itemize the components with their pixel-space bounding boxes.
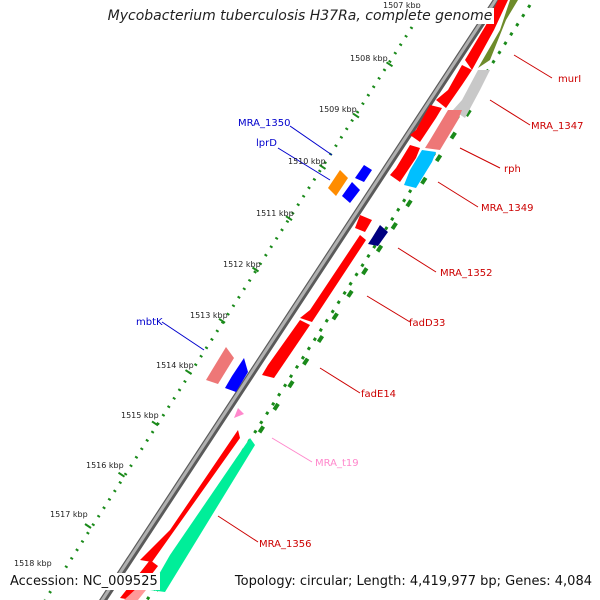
ruler-label: 1515 kbp (121, 411, 159, 420)
gene-MRA_1350 (355, 165, 372, 182)
map-title: Mycobacterium tuberculosis H37Ra, comple… (0, 8, 600, 24)
gene-red-3 (410, 105, 442, 142)
ruler-label: 1514 kbp (156, 361, 194, 370)
gene-MRA_1356-green (150, 438, 255, 592)
ruler-tick (352, 112, 360, 119)
ruler-label: 1510 kbp (288, 157, 326, 166)
gene-label-MRA_1356: MRA_1356 (259, 539, 311, 550)
ruler-label: 1511 kbp (256, 209, 294, 218)
gene-MRA_1352 (368, 225, 388, 246)
gene-lprD-orange (328, 170, 348, 196)
forward-strand-genes (120, 0, 518, 600)
ruler-label: 1507 kbp (383, 1, 421, 10)
backbone (100, 0, 498, 600)
gene-mbtK (225, 358, 248, 392)
gene-label-MRA_1352: MRA_1352 (440, 268, 492, 279)
gene-labels: murI MRA_1347 rph MRA_1349 MRA_1352 fadD… (136, 74, 583, 550)
ruler-label: 1509 kbp (319, 105, 357, 114)
gene-pink-left (206, 347, 234, 384)
ruler-labels: 1507 kbp 1508 kbp 1509 kbp 1510 kbp 1511… (14, 1, 421, 568)
gene-label-murI: murI (558, 74, 581, 85)
gene-rph (425, 110, 462, 150)
ruler-label: 1508 kbp (350, 54, 388, 63)
ruler-label: 1516 kbp (86, 461, 124, 470)
gene-murI (478, 0, 518, 68)
gene-label-fadD33: fadD33 (409, 318, 445, 329)
gene-label-MRA_1347: MRA_1347 (531, 121, 583, 132)
gene-label-rph: rph (504, 164, 521, 175)
gene-small-red (355, 215, 372, 232)
gene-fadE14 (262, 320, 310, 378)
ruler-tick (151, 420, 159, 427)
outer-dotted-track (43, 26, 414, 600)
topology-label: Topology: circular; Length: 4,419,977 bp… (232, 573, 594, 590)
gene-red-4 (390, 145, 420, 182)
gene-red-2 (436, 65, 472, 108)
gene-label-fadE14: fadE14 (361, 389, 396, 400)
ruler (50, 10, 427, 581)
gene-red-top (465, 0, 508, 70)
inner-dotted-track (145, 4, 532, 600)
gene-label-lprD: lprD (256, 138, 277, 149)
ruler-tick (385, 61, 394, 68)
gene-label-mbtK: mbtK (136, 317, 163, 328)
map-title-text: Mycobacterium tuberculosis H37Ra, comple… (105, 8, 495, 24)
leader-lines (161, 54, 553, 543)
gene-MRA_t19 (234, 408, 244, 418)
ruler-tick (318, 164, 327, 170)
gene-label-MRA_1350: MRA_1350 (238, 118, 290, 129)
ruler-tick (251, 266, 260, 273)
gene-label-MRA_1349: MRA_1349 (481, 203, 533, 214)
ruler-label: 1517 kbp (50, 510, 88, 519)
gene-MRA_1356-red (140, 430, 240, 562)
ruler-tick (184, 369, 193, 375)
gene-label-MRA_t19: MRA_t19 (315, 458, 359, 469)
reverse-strand-genes (206, 165, 372, 392)
gene-lprD (342, 182, 360, 203)
ruler-tick (285, 215, 293, 222)
ruler-tick (84, 523, 92, 529)
gene-MRA_1349 (404, 150, 436, 188)
ruler-tick (218, 317, 226, 324)
ruler-label: 1518 kbp (14, 559, 52, 568)
accession-label: Accession: NC_009525 (8, 573, 160, 590)
ruler-label: 1513 kbp (190, 311, 228, 320)
ruler-label: 1512 kbp (223, 260, 261, 269)
ruler-tick (117, 471, 126, 478)
gene-fadD33 (300, 235, 366, 322)
gene-MRA_1347 (453, 70, 490, 118)
